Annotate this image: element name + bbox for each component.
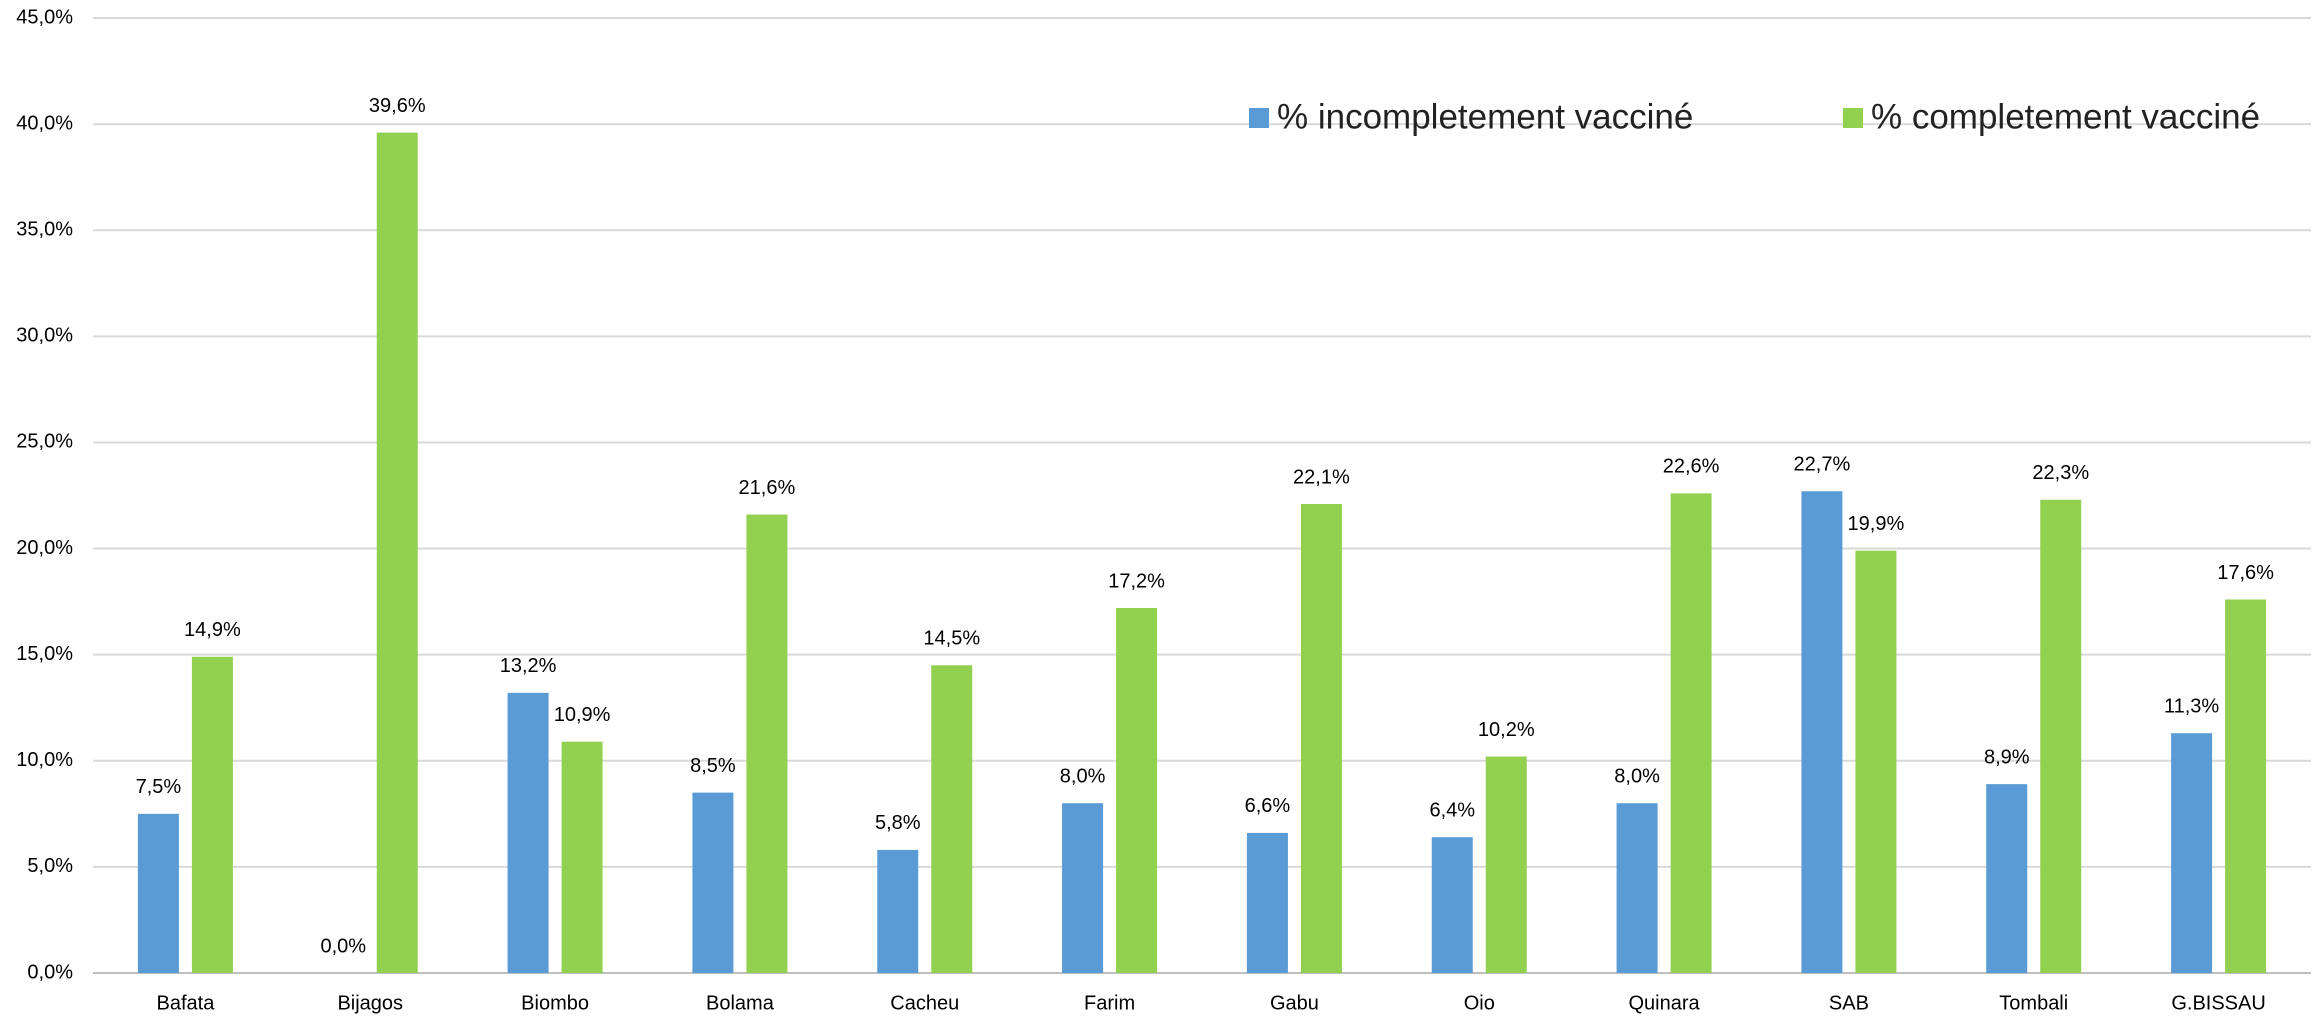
x-tick-label: SAB	[1829, 992, 1869, 1014]
x-tick-label: Farim	[1084, 992, 1135, 1014]
x-tick-label: Bafata	[157, 992, 216, 1014]
legend-label: % completement vacciné	[1871, 97, 2260, 136]
value-label: 22,3%	[2032, 462, 2089, 484]
bar	[1616, 803, 1658, 973]
y-tick-label: 20,0%	[16, 537, 73, 559]
bar	[692, 792, 734, 973]
bar	[877, 849, 919, 973]
bar	[1300, 503, 1342, 973]
y-tick-label: 5,0%	[27, 855, 73, 877]
x-tick-label: Quinara	[1629, 992, 1701, 1014]
x-tick-label: Bijagos	[337, 992, 403, 1014]
x-tick-label: Tombali	[1999, 992, 2068, 1014]
bar	[1670, 493, 1712, 973]
bar	[2171, 733, 2213, 973]
y-tick-label: 45,0%	[16, 6, 73, 28]
bar	[376, 132, 418, 974]
x-tick-label: Cacheu	[890, 992, 959, 1014]
value-label: 19,9%	[1848, 513, 1905, 535]
value-label: 10,2%	[1478, 719, 1535, 741]
bar	[507, 692, 549, 973]
legend-label: % incompletement vacciné	[1277, 97, 1693, 136]
value-label: 39,6%	[369, 95, 426, 117]
x-tick-label: Biombo	[521, 992, 589, 1014]
bar	[1062, 803, 1104, 973]
value-label: 8,0%	[1060, 766, 1106, 788]
bar	[746, 514, 788, 973]
y-tick-label: 10,0%	[16, 749, 73, 771]
y-tick-label: 15,0%	[16, 643, 73, 665]
x-tick-label: Bolama	[706, 992, 775, 1014]
x-tick-label: Gabu	[1270, 992, 1319, 1014]
bar	[1485, 756, 1527, 973]
value-label: 14,5%	[923, 628, 980, 650]
bar	[137, 813, 179, 973]
y-tick-label: 35,0%	[16, 219, 73, 241]
y-tick-label: 40,0%	[16, 112, 73, 134]
value-label: 22,6%	[1663, 456, 1720, 478]
y-tick-label: 25,0%	[16, 431, 73, 453]
bar	[1431, 837, 1473, 973]
bar	[931, 665, 973, 973]
value-label: 17,2%	[1108, 570, 1165, 592]
value-label: 8,0%	[1614, 766, 1660, 788]
y-tick-label: 30,0%	[16, 325, 73, 347]
value-label: 6,4%	[1429, 799, 1475, 821]
x-tick-label: G.BISSAU	[2171, 992, 2265, 1014]
bar	[1855, 550, 1897, 973]
value-label: 13,2%	[500, 655, 557, 677]
value-label: 11,3%	[2164, 695, 2219, 717]
y-tick-label: 0,0%	[27, 961, 73, 983]
bar	[1801, 491, 1843, 973]
bar	[1116, 607, 1158, 973]
legend-swatch	[1843, 108, 1863, 128]
value-label: 22,1%	[1293, 466, 1350, 488]
bar	[2040, 499, 2082, 973]
value-label: 22,7%	[1794, 454, 1851, 476]
bar	[191, 656, 233, 973]
value-label: 10,9%	[554, 704, 611, 726]
value-label: 0,0%	[320, 935, 366, 957]
value-label: 14,9%	[184, 619, 241, 641]
x-tick-label: Oio	[1464, 992, 1495, 1014]
value-label: 17,6%	[2217, 562, 2274, 584]
value-label: 6,6%	[1245, 795, 1291, 817]
value-label: 7,5%	[136, 776, 182, 798]
bar	[1986, 784, 2028, 973]
bar	[561, 741, 603, 973]
value-label: 21,6%	[739, 477, 796, 499]
value-label: 8,5%	[690, 755, 736, 777]
value-label: 5,8%	[875, 812, 921, 834]
bar	[1246, 832, 1288, 973]
bar	[2225, 599, 2267, 973]
value-label: 8,9%	[1984, 746, 2030, 768]
legend-swatch	[1249, 108, 1269, 128]
